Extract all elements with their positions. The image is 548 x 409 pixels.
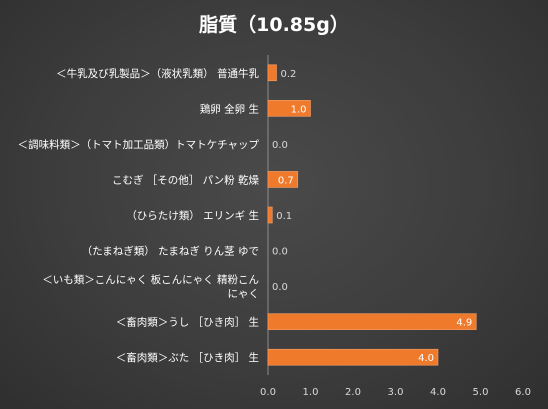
category-label: （たまねぎ類） たまねぎ りん茎 ゆで <box>82 245 259 258</box>
value-label: 0.0 <box>272 247 288 258</box>
category-label: ＜調味料類＞（トマト加工品類）トマトケチャップ <box>18 138 260 151</box>
category-label: ＜畜肉類＞ぶた ［ひき肉］ 生 <box>116 351 259 364</box>
category-label: にゃく <box>228 288 260 300</box>
bar <box>267 348 439 366</box>
x-tick-label: 5.0 <box>473 387 489 398</box>
x-tick-label: 3.0 <box>388 387 404 398</box>
x-tick-label: 6.0 <box>515 387 531 398</box>
category-label: ＜いも類＞こんにゃく 板こんにゃく 精粉こん <box>42 273 259 286</box>
value-label: 1.0 <box>291 104 307 115</box>
x-tick-label: 2.0 <box>345 387 361 398</box>
category-label: ＜牛乳及び乳製品＞（液状乳類） 普通牛乳 <box>56 67 259 80</box>
value-label: 4.9 <box>456 318 472 329</box>
value-label: 0.2 <box>281 69 297 80</box>
bar <box>267 171 299 188</box>
bar <box>267 313 477 330</box>
bar <box>267 100 311 117</box>
value-label: 4.0 <box>418 353 434 364</box>
category-label: ＜畜肉類＞うし ［ひき肉］ 生 <box>116 316 259 329</box>
value-label: 0.0 <box>272 140 288 151</box>
bar <box>267 206 273 224</box>
category-label: （ひらたけ類） エリンギ 生 <box>126 209 259 222</box>
category-label: こむぎ ［その他］ パン粉 乾燥 <box>112 173 260 186</box>
value-label: 0.1 <box>276 211 292 222</box>
value-label: 0.0 <box>272 282 288 293</box>
chart-title: 脂質（10.85g） <box>199 14 349 36</box>
x-tick-label: 4.0 <box>430 387 446 398</box>
x-tick-label: 1.0 <box>303 387 319 398</box>
x-tick-label: 0.0 <box>260 387 276 398</box>
bar <box>267 64 277 82</box>
category-label: 鶏卵 全卵 生 <box>200 102 259 115</box>
value-label: 0.7 <box>278 175 294 186</box>
